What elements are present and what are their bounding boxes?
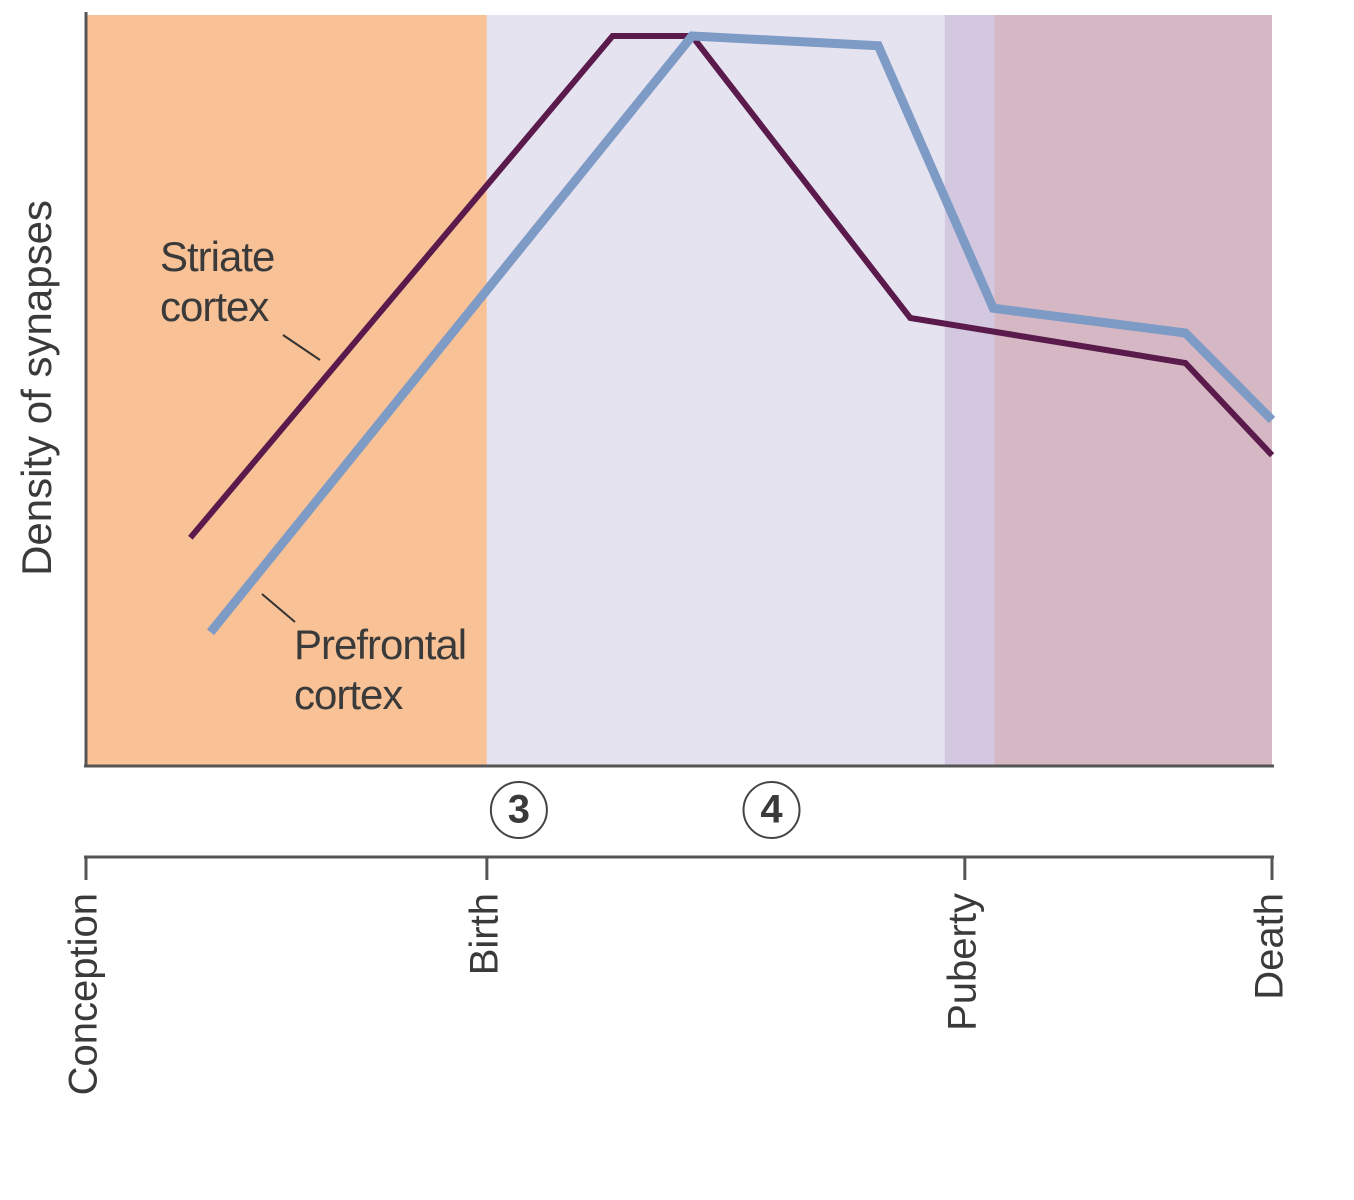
annotation-label: 3	[508, 788, 530, 832]
x-tick-label: Puberty	[940, 893, 984, 1031]
region-band	[994, 15, 1272, 765]
x-tick-label: Birth	[462, 893, 506, 975]
region-band	[86, 15, 487, 765]
series-line	[207, 31, 1276, 636]
series-label-box: Striate cortex	[160, 233, 275, 330]
region-band	[486, 15, 945, 765]
annotation-circle	[742, 781, 801, 839]
annotation-circle	[489, 781, 548, 839]
leader-line	[282, 334, 321, 361]
y-axis-label: Density of synapses	[13, 200, 60, 576]
annotation-label: 4	[760, 788, 783, 832]
leader-line	[261, 593, 296, 623]
x-tick-label: Death	[1248, 893, 1292, 1000]
region-band	[944, 15, 995, 765]
x-tick-label: Conception	[62, 893, 106, 1095]
series-label-box: Prefrontal cortex	[294, 621, 467, 718]
series-label: Prefrontal cortex	[294, 621, 467, 718]
series-label: Striate cortex	[160, 233, 275, 330]
series-line	[188, 33, 1275, 540]
